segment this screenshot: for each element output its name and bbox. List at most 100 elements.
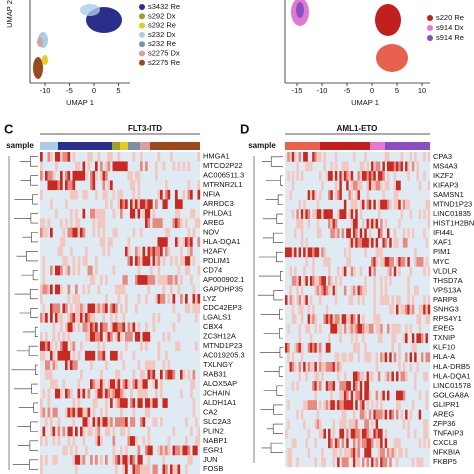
heatmap-cell <box>425 257 428 267</box>
heatmap-cell <box>371 180 374 191</box>
heatmap-cell <box>373 295 376 305</box>
heatmap-cell <box>157 246 161 257</box>
gene-label: PIM1 <box>433 247 451 256</box>
heatmap-cell <box>92 398 96 408</box>
heatmap-cell <box>366 371 370 382</box>
heatmap-cell <box>414 247 417 258</box>
heatmap-cell <box>60 322 63 333</box>
heatmap-cell <box>97 208 101 219</box>
heatmap-cell <box>77 398 81 408</box>
heatmap-cell <box>70 341 73 352</box>
heatmap-cell <box>373 304 376 315</box>
heatmap-cell <box>82 170 86 181</box>
heatmap-cell <box>137 180 141 191</box>
heatmap-cell <box>55 208 58 219</box>
heatmap-cell <box>95 265 98 276</box>
heatmap-cell <box>303 247 306 258</box>
heatmap-cell <box>100 369 103 380</box>
heatmap-cell <box>402 237 406 248</box>
heatmap-cell <box>112 227 116 238</box>
heatmap-cell <box>343 457 347 468</box>
heatmap-cell <box>364 323 367 334</box>
heatmap-cell <box>398 218 401 229</box>
heatmap-cell <box>298 199 302 210</box>
legend-label: s914 Dx <box>436 23 464 32</box>
heatmap-cell <box>328 438 331 449</box>
heatmap-cell <box>47 152 51 162</box>
heatmap-cell <box>185 303 188 314</box>
x-tick-label: -15 <box>292 86 303 95</box>
heatmap-cell <box>384 409 388 420</box>
heatmap-cell <box>130 436 133 446</box>
heatmap-cell <box>316 381 320 391</box>
heatmap-cell <box>359 371 363 382</box>
heatmap-cell <box>110 322 113 333</box>
heatmap-cell <box>357 390 360 401</box>
heatmap-cell <box>185 445 188 456</box>
heatmap-cell <box>162 360 166 371</box>
heatmap-cell <box>382 199 385 210</box>
heatmap-cell <box>337 400 340 410</box>
heatmap-cell <box>97 284 101 295</box>
heatmap-cell <box>423 419 426 430</box>
heatmap-cell <box>75 294 78 304</box>
cluster <box>33 57 43 79</box>
gene-label: SNHG3 <box>433 304 459 313</box>
heatmap-cell <box>170 152 173 162</box>
heatmap-cell <box>45 369 48 380</box>
heatmap-cell <box>127 237 131 247</box>
heatmap-cell <box>150 398 153 408</box>
gene-label: ZC3H12A <box>203 332 236 341</box>
heatmap-cell <box>70 407 73 418</box>
heatmap-cell <box>140 341 143 352</box>
heatmap-cell <box>393 438 397 449</box>
heatmap-cell <box>115 284 118 295</box>
heatmap-cell <box>130 256 133 266</box>
heatmap-cell <box>330 323 333 334</box>
heatmap-cell <box>70 246 73 257</box>
heatmap-cell <box>332 218 336 229</box>
heatmap-cell <box>352 428 356 439</box>
heatmap-cell <box>350 400 354 410</box>
heatmap-cell <box>147 445 151 456</box>
heatmap-cell <box>165 199 168 210</box>
heatmap-cell <box>77 227 81 238</box>
heatmap-cell <box>375 400 379 410</box>
heatmap-cell <box>157 152 161 162</box>
heatmap-cell <box>373 276 376 286</box>
heatmap-cell <box>92 417 96 427</box>
heatmap-cell <box>307 447 311 458</box>
heatmap-cell <box>375 180 379 191</box>
heatmap-cell <box>172 426 176 437</box>
dendrogram <box>20 175 38 186</box>
heatmap-cell <box>147 455 151 465</box>
heatmap-cell <box>100 388 103 399</box>
heatmap-cell <box>411 304 415 315</box>
heatmap-cell <box>172 161 176 172</box>
heatmap-cell <box>291 438 295 449</box>
heatmap-cell <box>105 161 108 172</box>
heatmap-cell <box>314 390 317 401</box>
heatmap-cell <box>157 237 161 247</box>
heatmap-cell <box>337 362 340 372</box>
heatmap-cell <box>77 322 81 333</box>
heatmap-cell <box>122 360 126 371</box>
heatmap-cell <box>145 407 148 418</box>
heatmap-cell <box>90 350 93 361</box>
heatmap-cell <box>400 371 404 382</box>
heatmap-cell <box>391 257 394 267</box>
heatmap-cell <box>90 313 93 323</box>
heatmap-cell <box>400 209 404 220</box>
heatmap-cell <box>389 276 392 286</box>
heatmap-cell <box>137 189 141 200</box>
heatmap-cell <box>75 218 78 228</box>
heatmap-cell <box>368 180 372 191</box>
heatmap-cell <box>40 464 43 474</box>
heatmap-cell <box>346 447 349 458</box>
heatmap-cell <box>145 199 148 210</box>
heatmap-cell <box>197 436 201 446</box>
heatmap-cell <box>323 428 326 439</box>
heatmap-cell <box>402 333 406 344</box>
x-tick-label: 0 <box>92 86 96 95</box>
heatmap-cell <box>303 199 306 210</box>
